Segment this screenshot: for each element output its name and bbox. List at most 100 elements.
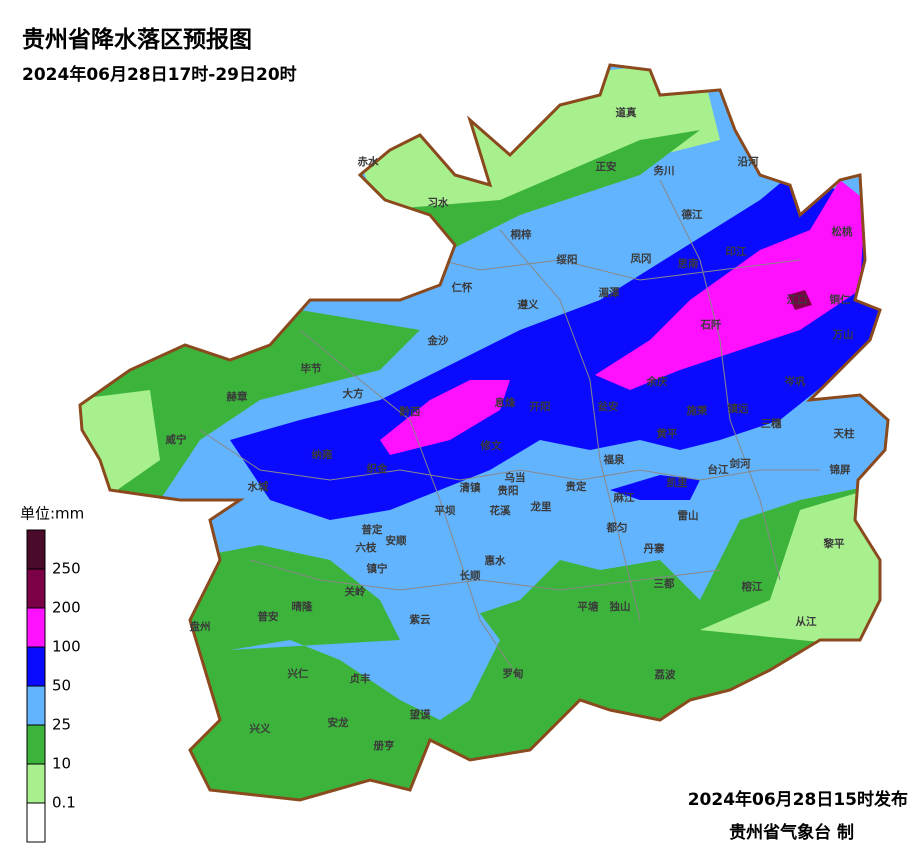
county-label: 花溪: [490, 504, 511, 517]
county-label: 兴仁: [288, 667, 309, 680]
county-label: 普定: [362, 523, 383, 536]
county-borders: [199, 179, 820, 681]
county-label: 雷山: [678, 509, 699, 522]
county-label: 乌当: [505, 471, 526, 484]
county-label: 镇远: [728, 402, 749, 415]
county-label: 仁怀: [452, 281, 473, 294]
county-label: 威宁: [166, 433, 187, 446]
county-label: 麻江: [613, 491, 635, 504]
county-label: 册亨: [374, 739, 395, 752]
county-label: 锦屏: [830, 463, 851, 476]
county-label: 道真: [616, 106, 637, 119]
county-label: 水城: [247, 480, 269, 493]
area-100-200: [380, 380, 510, 455]
area-south-blue: [230, 600, 500, 720]
county-label: 紫云: [410, 613, 431, 626]
county-label: 松桃: [832, 225, 853, 238]
county-label: 三穗: [761, 417, 782, 430]
legend-tick: 250: [52, 560, 81, 578]
issued: 2024年06月28日15时发布: [688, 789, 908, 810]
county-label: 万山: [832, 328, 854, 341]
county-label: 安龙: [328, 716, 349, 729]
county-label: 岑巩: [784, 375, 806, 388]
legend-tick: 10: [52, 755, 71, 773]
county-label: 金沙: [427, 334, 449, 347]
county-label: 台江: [708, 463, 729, 476]
legend-swatch: [26, 724, 46, 765]
county-label: 荔波: [654, 668, 676, 681]
county-label: 赫章: [227, 390, 248, 403]
legend-swatch: [26, 685, 46, 726]
county-label: 湄潭: [599, 286, 620, 299]
area-north-green: [380, 130, 700, 250]
county-label: 盘州: [190, 620, 211, 633]
legend-tick: 25: [52, 716, 71, 734]
county-label: 开阳: [530, 401, 551, 413]
county-label: 望谟: [410, 708, 431, 721]
county-label: 黄平: [657, 427, 678, 440]
county-label: 纳雍: [312, 448, 333, 461]
county-label: 平塘: [578, 600, 599, 613]
county-label: 安顺: [386, 534, 407, 547]
legend-swatch: [26, 568, 46, 609]
county-label: 桐梓: [511, 228, 532, 241]
county-label: 三都: [654, 577, 675, 590]
county-label: 长顺: [460, 569, 481, 582]
county-label: 福泉: [603, 453, 625, 466]
county-label: 凯里: [667, 476, 688, 489]
county-label: 江口: [787, 293, 808, 306]
county-label: 正安: [596, 160, 617, 173]
county-label: 贵阳: [498, 484, 519, 497]
county-label: 瓮安: [598, 400, 619, 413]
legend-swatch: [26, 802, 46, 843]
county-label: 息烽: [495, 396, 516, 409]
county-label: 思南: [678, 257, 699, 270]
county-label: 独山: [609, 600, 631, 613]
county-label: 铜仁: [830, 293, 851, 306]
county-label: 天柱: [834, 427, 855, 440]
county-label: 施秉: [687, 404, 708, 417]
county-label: 六枝: [356, 541, 377, 554]
area-southeast-light: [700, 480, 888, 650]
county-label: 清镇: [460, 481, 481, 494]
legend-swatch: [26, 529, 46, 570]
legend-tick: 200: [52, 599, 81, 617]
legend-tick: 50: [52, 677, 71, 695]
county-label: 贵定: [566, 480, 587, 493]
county-label: 罗甸: [503, 667, 524, 680]
agency: 贵州省气象台 制: [729, 822, 854, 843]
county-label: 绥阳: [557, 253, 578, 266]
legend: 250 200 100 50 25 10 0.1: [26, 529, 81, 843]
county-label: 遵义: [518, 298, 539, 311]
county-label: 贞丰: [350, 672, 371, 685]
legend-title: 单位:mm: [20, 505, 84, 523]
county-label: 丹寨: [644, 542, 665, 555]
county-label: 黎平: [823, 537, 845, 550]
county-label: 兴义: [250, 722, 271, 735]
legend-swatch: [26, 607, 46, 648]
county-label: 都匀: [606, 521, 628, 534]
area-100-200-east: [595, 180, 865, 390]
county-label: 剑河: [729, 457, 751, 470]
county-label: 晴隆: [292, 600, 313, 613]
county-label: 赤水: [358, 155, 379, 168]
area-200-250: [788, 290, 812, 310]
county-label: 平坝: [435, 504, 456, 517]
county-label: 关岭: [345, 585, 366, 598]
subtitle: 2024年06月28日17时-29日20时: [22, 64, 297, 85]
county-label: 惠水: [485, 554, 506, 567]
county-label: 黔西: [400, 405, 421, 418]
county-label: 沿河: [738, 155, 759, 168]
county-label: 石阡: [700, 318, 722, 331]
county-label: 镇宁: [367, 562, 388, 575]
legend-swatch: [26, 646, 46, 687]
county-label: 从江: [796, 615, 817, 628]
county-label: 大方: [343, 387, 364, 400]
county-label: 余庆: [646, 375, 668, 388]
county-label: 龙里: [530, 500, 552, 513]
county-label: 榕江: [742, 580, 763, 593]
county-label: 毕节: [301, 362, 322, 375]
